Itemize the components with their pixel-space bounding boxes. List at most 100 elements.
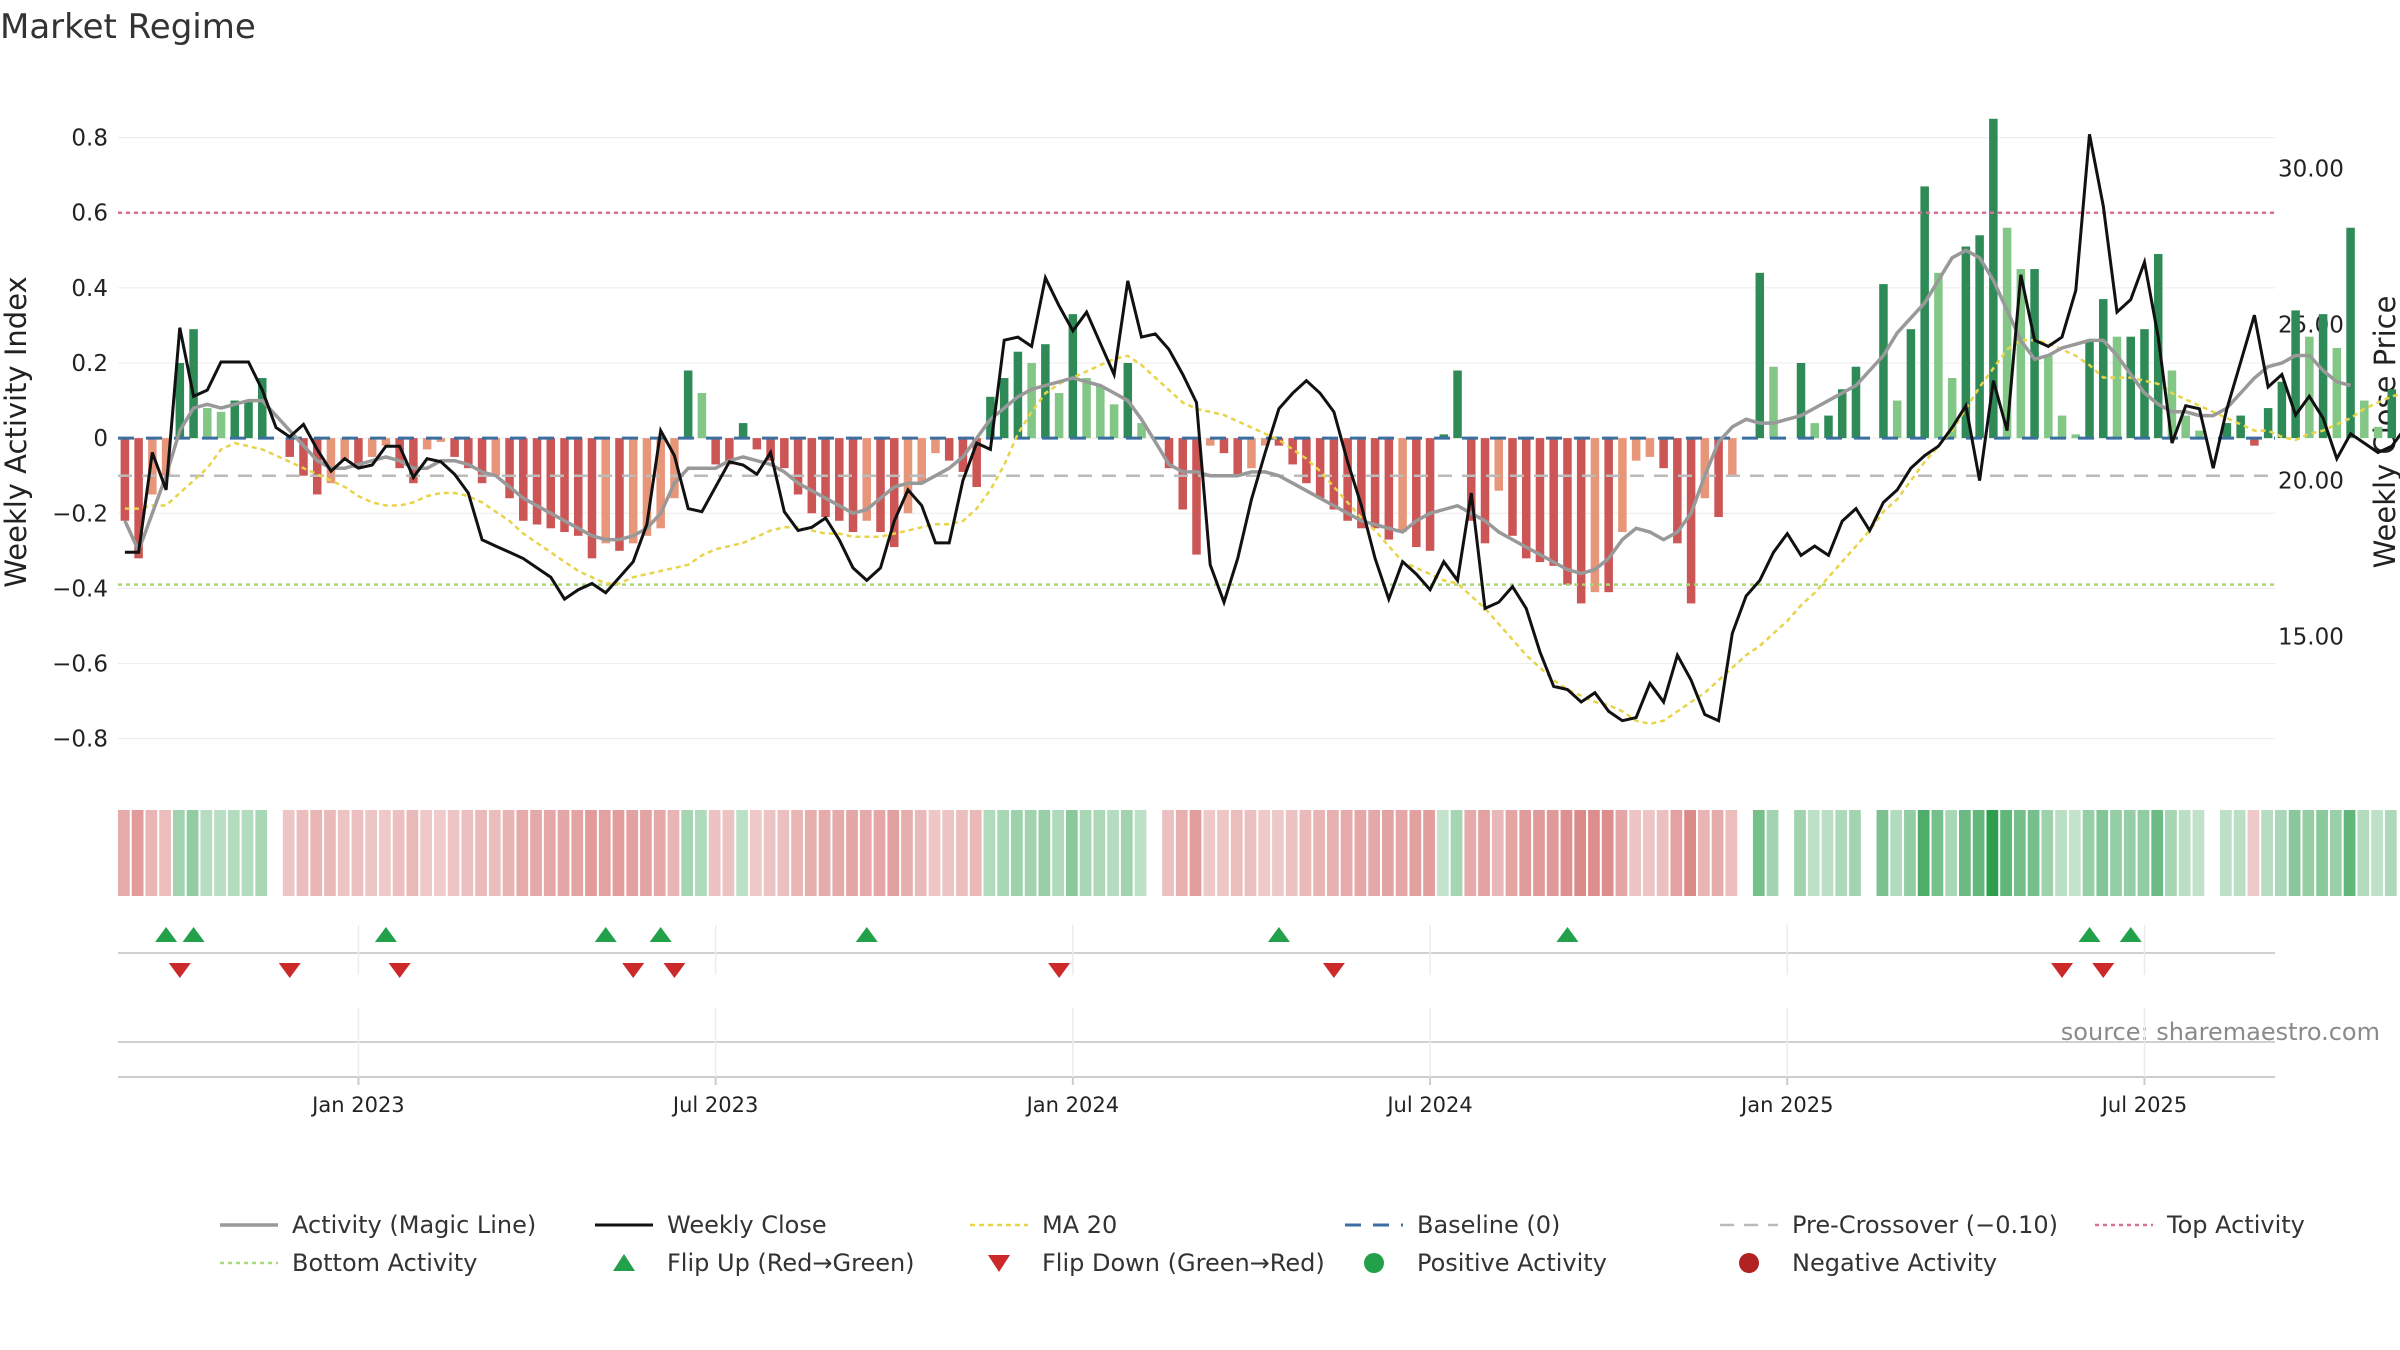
- regime-cell: [997, 810, 1010, 896]
- regime-cell: [2068, 810, 2081, 896]
- activity-bar: [326, 438, 336, 484]
- regime-cell: [2041, 810, 2054, 896]
- activity-bar: [2305, 336, 2314, 439]
- regime-cell: [777, 810, 790, 896]
- activity-bar: [422, 438, 432, 450]
- regime-cell: [1478, 810, 1490, 896]
- regime-cell: [1697, 810, 1710, 896]
- activity-bar: [1178, 438, 1188, 510]
- activity-bar: [683, 370, 693, 439]
- activity-bar: [2181, 415, 2190, 439]
- regime-cell: [1959, 810, 1971, 896]
- activity-bar: [2277, 381, 2287, 439]
- flip-down-marker: [1322, 963, 1345, 978]
- regime-cell: [928, 810, 941, 896]
- regime-cell: [447, 810, 460, 896]
- activity-bar: [1370, 438, 1380, 529]
- regime-cell: [640, 810, 652, 896]
- activity-bar: [628, 438, 638, 544]
- activity-bar: [1549, 438, 1558, 566]
- legend-label: Negative Activity: [1792, 1249, 1997, 1277]
- legend-label: Positive Activity: [1417, 1249, 1607, 1277]
- regime-cell: [365, 810, 378, 896]
- regime-cell: [695, 810, 707, 896]
- regime-cell: [626, 810, 639, 896]
- legend-label: Weekly Close: [667, 1211, 827, 1239]
- activity-bar: [697, 393, 707, 439]
- activity-bar: [244, 400, 253, 439]
- activity-bar: [1302, 438, 1311, 484]
- regime-cell: [337, 810, 350, 896]
- regime-cell: [2178, 810, 2191, 896]
- x-tick-label: Jan 2025: [1739, 1093, 1834, 1117]
- regime-cell: [296, 810, 309, 896]
- activity-bar: [203, 408, 212, 439]
- activity-bar: [409, 438, 418, 484]
- activity-bar: [656, 438, 665, 529]
- activity-bar: [944, 438, 954, 461]
- flip-up-marker: [374, 927, 397, 942]
- activity-bar: [1892, 400, 1902, 439]
- regime-cell: [1052, 810, 1064, 896]
- activity-bar: [807, 438, 817, 514]
- activity-bar: [2195, 430, 2204, 439]
- activity-bar: [931, 438, 940, 454]
- regime-cell: [1601, 810, 1614, 896]
- activity-bar: [1508, 438, 1517, 536]
- gridlines: [118, 137, 2275, 740]
- regime-cell: [1986, 810, 1999, 896]
- regime-heat-strip: [118, 810, 2397, 896]
- activity-bar: [464, 438, 473, 469]
- activity-bar: [1096, 385, 1105, 439]
- activity-bar: [2318, 314, 2328, 439]
- activity-bar: [1068, 314, 1078, 439]
- x-tick-label: Jul 2025: [2100, 1093, 2187, 1117]
- regime-cell: [2384, 810, 2397, 896]
- activity-bar: [601, 438, 610, 544]
- activity-bar: [1329, 438, 1339, 510]
- activity-bar: [450, 438, 459, 457]
- activity-bar: [1219, 438, 1229, 454]
- regime-cell: [2329, 810, 2342, 896]
- regime-cell: [1038, 810, 1051, 896]
- activity-bar: [1837, 389, 1847, 439]
- legend-label: Activity (Magic Line): [292, 1211, 536, 1239]
- activity-bar: [285, 438, 294, 457]
- regime-cell: [1340, 810, 1353, 896]
- activity-bar: [2373, 426, 2383, 439]
- legend-label: Flip Down (Green→Red): [1042, 1249, 1325, 1277]
- activity-bar: [340, 438, 349, 461]
- activity-bar: [1247, 438, 1256, 469]
- regime-cell: [1794, 810, 1806, 896]
- activity-bar: [532, 438, 542, 525]
- activity-bar: [573, 438, 583, 536]
- regime-cell: [1821, 810, 1834, 896]
- activity-bar: [972, 438, 981, 487]
- activity-bar: [1700, 438, 1710, 499]
- regime-cell: [172, 810, 185, 896]
- activity-bar: [1027, 362, 1036, 439]
- y-axis-left-ticks: 0.8 0.6 0.4 0.2 0 −0.2 −0.4 −0.6 −0.8: [52, 126, 108, 753]
- activity-bar: [889, 438, 899, 548]
- regime-cell: [159, 810, 171, 896]
- regime-cell: [832, 810, 845, 896]
- regime-cell: [241, 810, 254, 896]
- activity-bar: [1645, 438, 1655, 457]
- activity-bar: [2044, 355, 2053, 439]
- activity-bar: [1714, 438, 1723, 518]
- regime-cell: [1972, 810, 1985, 896]
- activity-bar: [2387, 389, 2397, 439]
- regime-cell: [2261, 810, 2273, 896]
- regime-cell: [2123, 810, 2136, 896]
- activity-bar: [1673, 438, 1682, 544]
- activity-bar: [436, 438, 446, 442]
- regime-cell: [1725, 810, 1738, 896]
- legend-swatch: [613, 1254, 635, 1271]
- activity-bar: [1618, 438, 1627, 533]
- y-left-tick-label: 0: [93, 426, 108, 452]
- regime-cell: [2275, 810, 2287, 896]
- activity-bar: [2167, 370, 2177, 439]
- regime-cell: [1162, 810, 1174, 896]
- y-right-tick-label: 20.00: [2278, 469, 2344, 495]
